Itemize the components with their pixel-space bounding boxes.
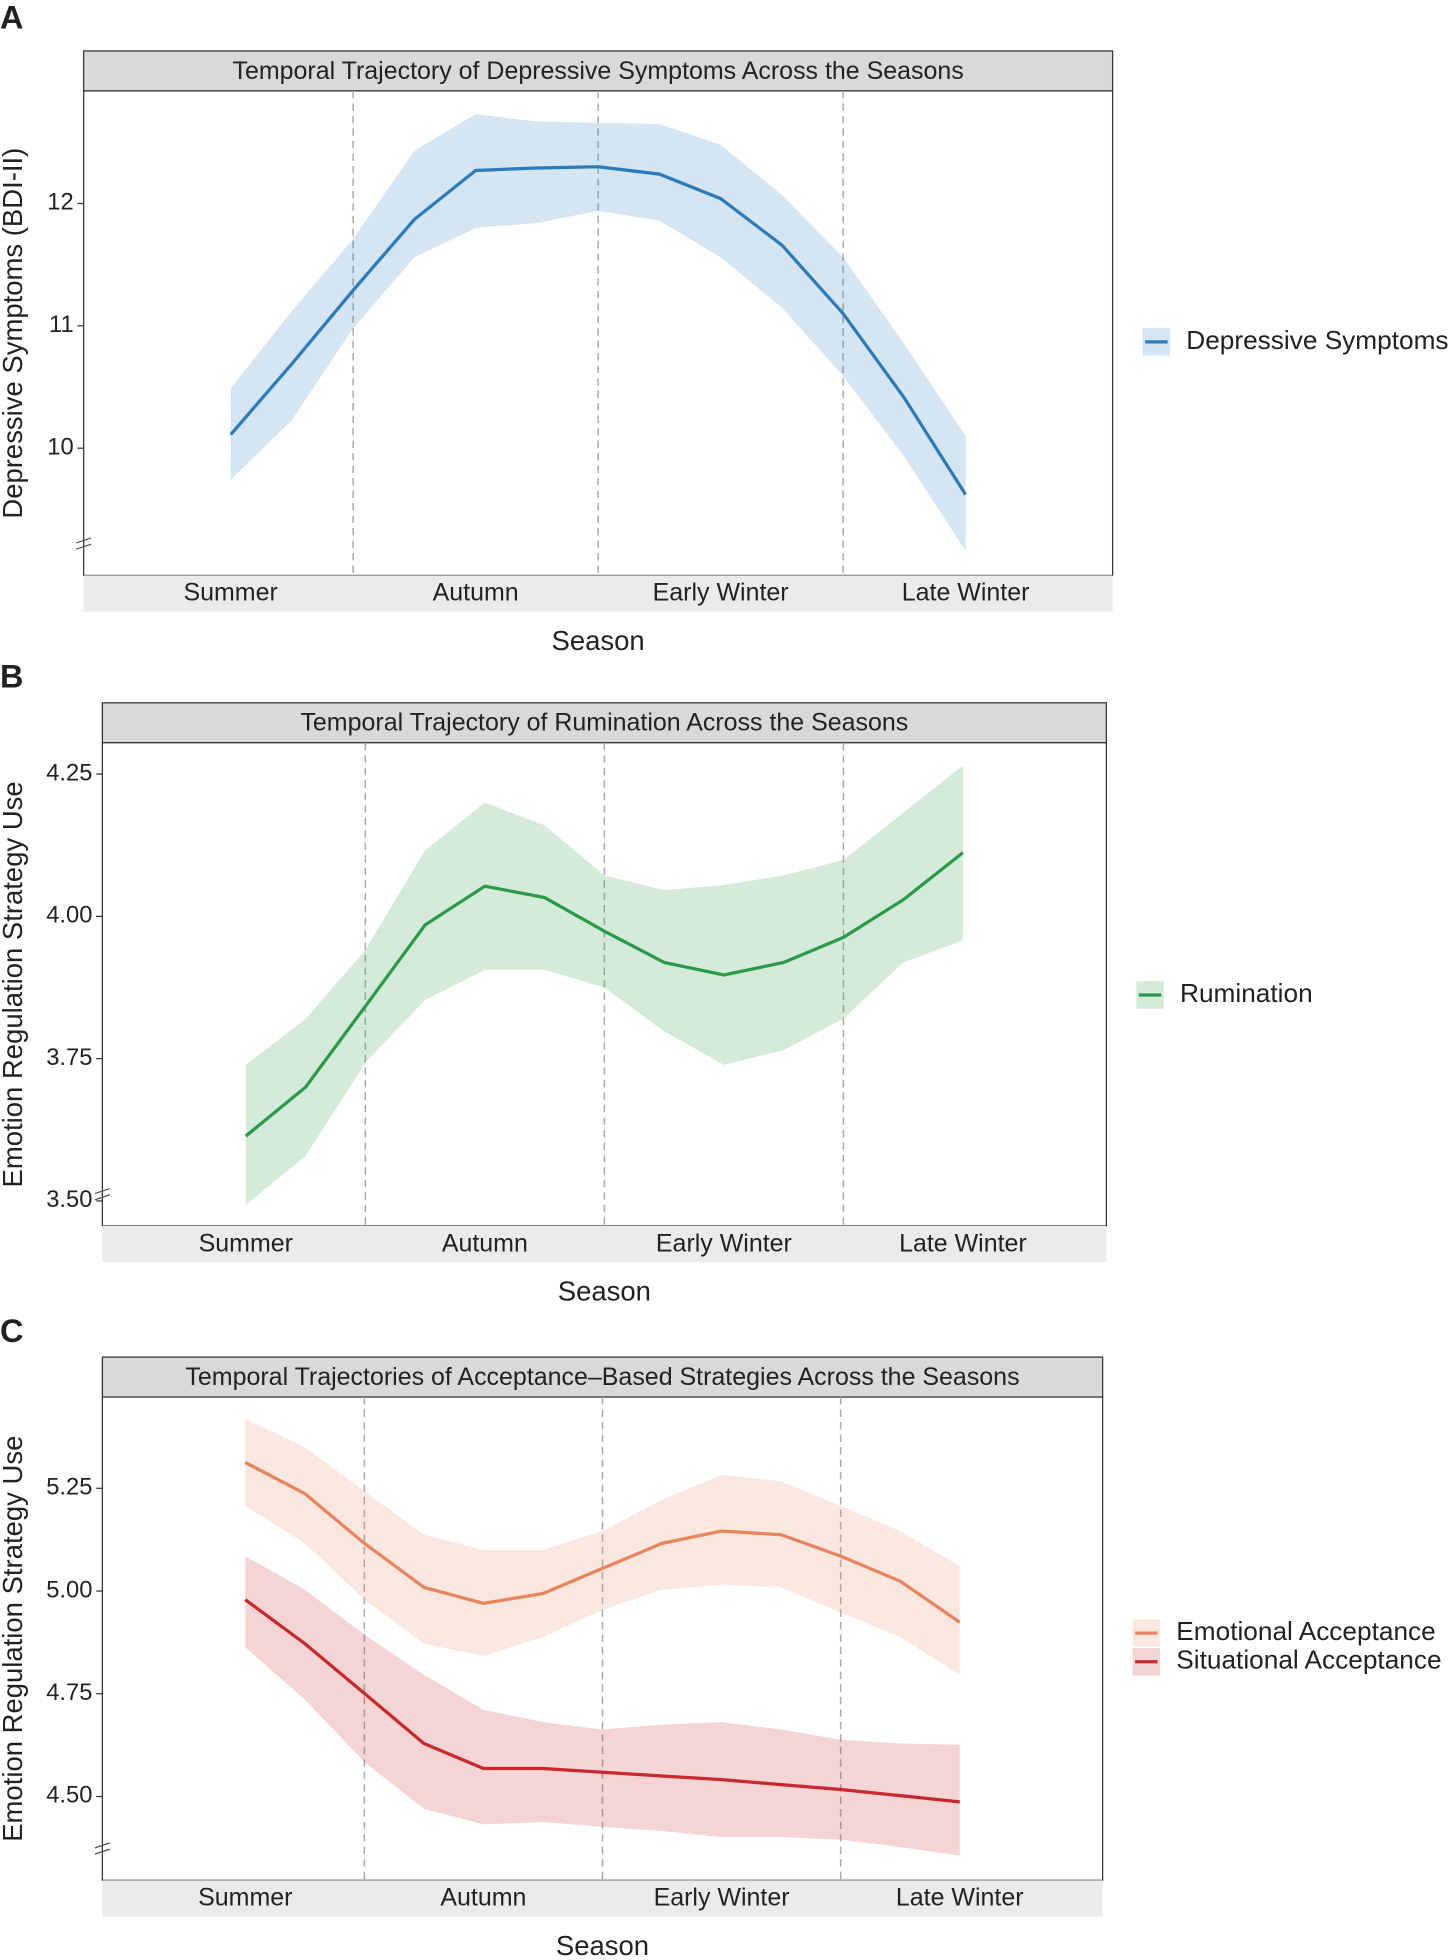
x-tick-label: Autumn (433, 579, 519, 607)
trend-line (244, 1598, 960, 1804)
confidence-band (230, 114, 966, 551)
x-tick-label: Late Winter (899, 1229, 1027, 1257)
panel-label: A (0, 0, 23, 35)
x-tick-label: Early Winter (656, 1229, 792, 1257)
trend-line (229, 165, 967, 496)
axis-break (94, 1187, 111, 1201)
y-tick-label: 11 (49, 312, 74, 338)
x-tick-label: Late Winter (902, 579, 1030, 607)
chart-title: Temporal Trajectory of Rumination Across… (300, 709, 908, 737)
y-tick-label: 3.75 (46, 1045, 92, 1071)
x-axis-label: Season (558, 1276, 651, 1307)
x-tick-label: Late Winter (896, 1884, 1024, 1912)
y-tick-label: 4.00 (46, 903, 92, 929)
y-tick-label: 5.25 (46, 1475, 92, 1501)
trend-line (244, 1460, 961, 1624)
chart-title: Temporal Trajectory of Depressive Sympto… (232, 57, 963, 85)
x-axis-label: Season (552, 625, 645, 656)
x-strip (102, 1225, 1107, 1263)
axis-break (94, 1842, 111, 1855)
y-tick-label: 4.25 (46, 760, 92, 786)
y-axis-label: Depressive Symptoms (BDI-II) (0, 148, 28, 519)
axis-break (75, 537, 92, 550)
x-tick-label: Autumn (440, 1884, 526, 1912)
legend-label: Rumination (1180, 978, 1313, 1008)
confidence-band (245, 1418, 960, 1675)
y-tick-label: 12 (47, 190, 73, 216)
x-axis-label: Season (556, 1930, 649, 1960)
x-tick-label: Summer (199, 1229, 293, 1257)
title-strip (101, 702, 1107, 744)
legend-label: Emotional Acceptance (1176, 1616, 1435, 1646)
y-tick-label: 4.50 (46, 1783, 92, 1809)
legend-label: Situational Acceptance (1176, 1645, 1441, 1675)
panel-label: B (0, 659, 23, 695)
panel-label: C (0, 1313, 23, 1349)
x-strip (102, 1880, 1103, 1917)
y-tick-label: 4.75 (46, 1680, 92, 1706)
x-tick-label: Early Winter (654, 1884, 790, 1912)
y-axis-label: Emotion Regulation Strategy Use (0, 1436, 28, 1842)
y-tick-label: 10 (47, 434, 73, 460)
x-tick-label: Early Winter (653, 579, 789, 607)
legend-label: Depressive Symptoms (1186, 325, 1448, 355)
confidence-band (245, 765, 963, 1205)
y-tick-label: 5.00 (46, 1577, 92, 1603)
x-tick-label: Summer (198, 1884, 292, 1912)
x-tick-label: Summer (183, 579, 277, 607)
confidence-band (245, 1556, 960, 1856)
x-tick-label: Autumn (442, 1229, 528, 1257)
title-strip (83, 50, 1114, 92)
trend-line (244, 851, 964, 1138)
y-axis-label: Emotion Regulation Strategy Use (0, 781, 28, 1187)
x-strip (83, 575, 1113, 612)
chart-title: Temporal Trajectories of Acceptance–Base… (185, 1363, 1019, 1391)
y-tick-label: 3.50 (46, 1187, 92, 1213)
